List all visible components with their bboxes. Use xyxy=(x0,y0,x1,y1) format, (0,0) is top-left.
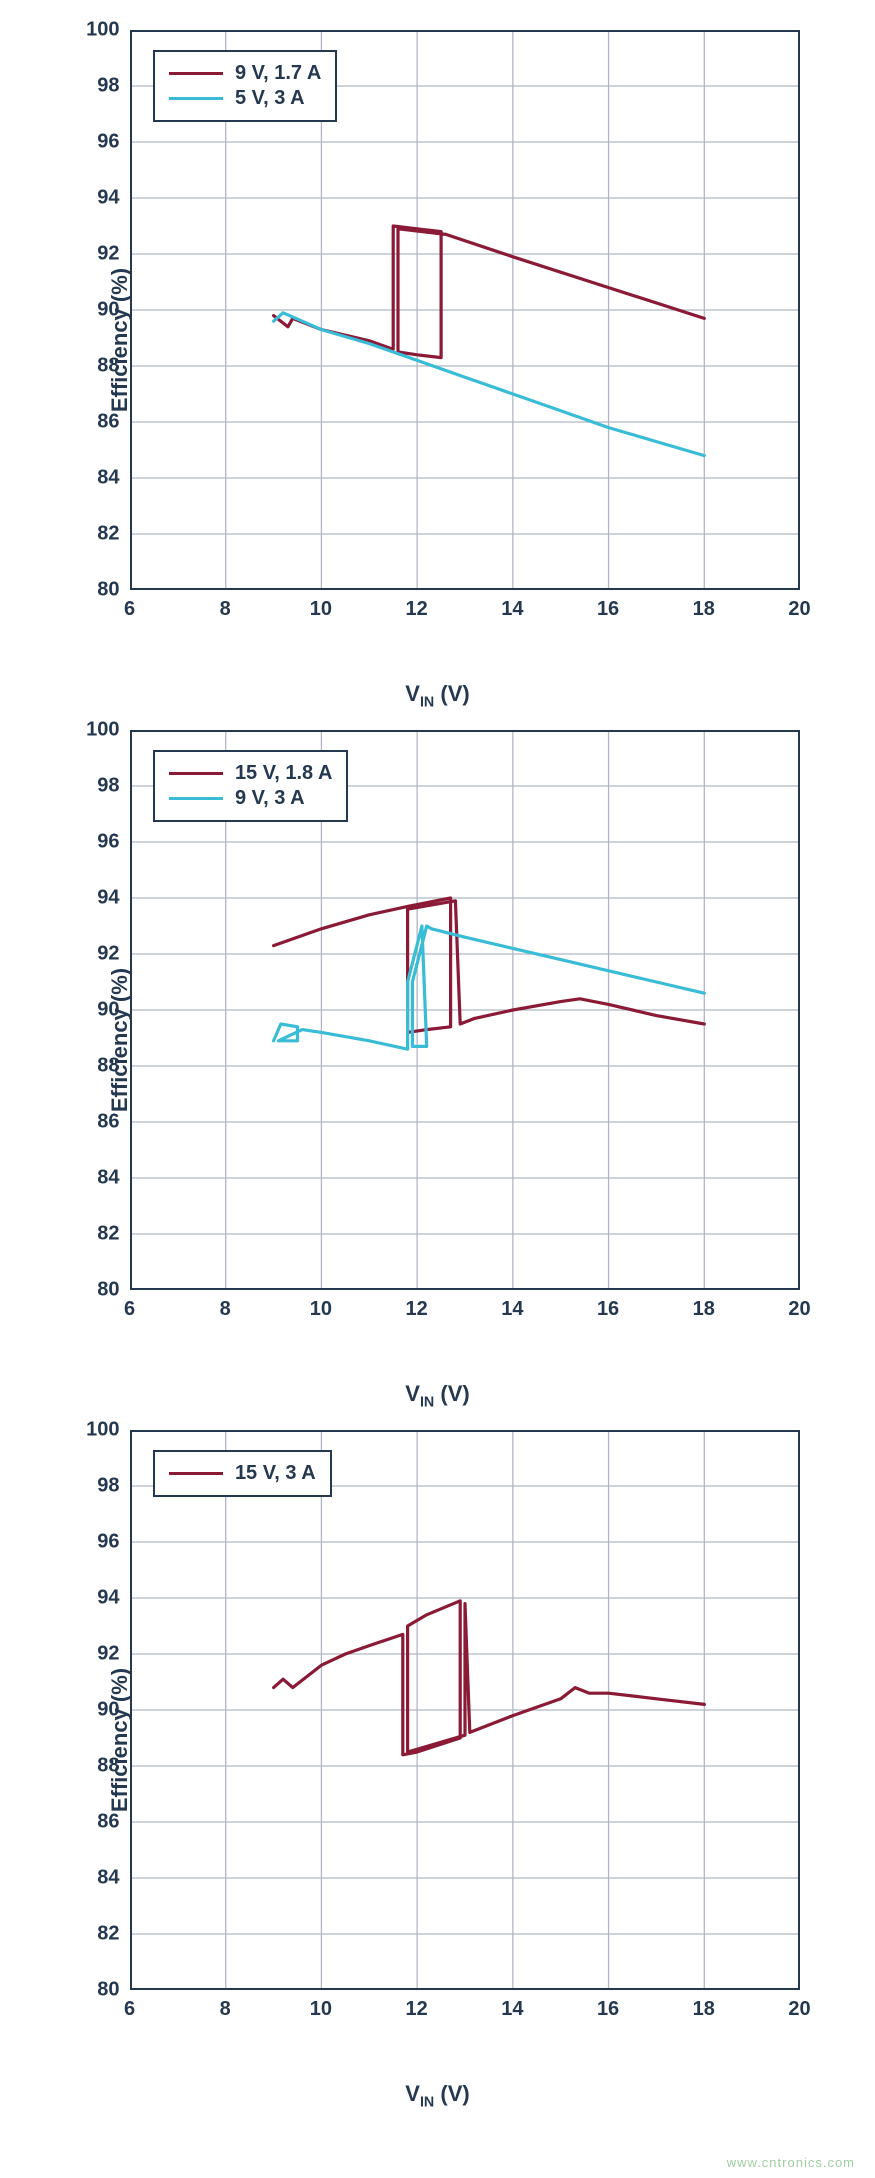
y-tick-label: 82 xyxy=(97,1223,129,1246)
x-tick-label: 10 xyxy=(310,590,332,621)
y-tick-label: 98 xyxy=(97,775,129,798)
y-tick-label: 94 xyxy=(97,1587,129,1610)
x-tick-label: 6 xyxy=(124,1990,135,2021)
y-tick-label: 88 xyxy=(97,1755,129,1778)
chart-panel-0: Efficiency (%)VIN (V)8082848688909294969… xyxy=(58,20,818,660)
y-tick-label: 84 xyxy=(97,467,129,490)
y-tick-label: 86 xyxy=(97,1111,129,1134)
x-tick-label: 20 xyxy=(788,1990,810,2021)
legend-swatch xyxy=(169,72,223,75)
plot-area: 80828486889092949698100681012141618209 V… xyxy=(130,30,800,590)
legend-label: 15 V, 3 A xyxy=(235,1462,316,1485)
x-tick-label: 16 xyxy=(597,1990,619,2021)
y-tick-label: 84 xyxy=(97,1867,129,1890)
x-axis-label: VIN (V) xyxy=(58,2081,818,2110)
x-tick-label: 16 xyxy=(597,1290,619,1321)
legend: 15 V, 1.8 A9 V, 3 A xyxy=(153,750,348,822)
y-tick-label: 94 xyxy=(97,187,129,210)
y-tick-label: 98 xyxy=(97,1475,129,1498)
x-tick-label: 18 xyxy=(693,1990,715,2021)
x-tick-label: 10 xyxy=(310,1990,332,2021)
y-tick-label: 82 xyxy=(97,523,129,546)
y-tick-label: 94 xyxy=(97,887,129,910)
y-tick-label: 90 xyxy=(97,299,129,322)
chart-panel-2: Efficiency (%)VIN (V)8082848688909294969… xyxy=(58,1420,818,2060)
chart-svg xyxy=(130,1430,800,1990)
legend-label: 5 V, 3 A xyxy=(235,87,305,110)
legend-item: 9 V, 3 A xyxy=(169,787,332,810)
legend-item: 9 V, 1.7 A xyxy=(169,62,321,85)
x-axis-label: VIN (V) xyxy=(58,681,818,710)
x-tick-label: 8 xyxy=(220,1990,231,2021)
y-tick-label: 96 xyxy=(97,1531,129,1554)
x-tick-label: 12 xyxy=(406,1990,428,2021)
x-tick-label: 8 xyxy=(220,1290,231,1321)
x-tick-label: 18 xyxy=(693,590,715,621)
y-tick-label: 100 xyxy=(86,1419,129,1442)
x-tick-label: 12 xyxy=(406,590,428,621)
legend-swatch xyxy=(169,772,223,775)
legend-swatch xyxy=(169,97,223,100)
y-tick-label: 92 xyxy=(97,943,129,966)
y-tick-label: 100 xyxy=(86,719,129,742)
x-tick-label: 18 xyxy=(693,1290,715,1321)
x-tick-label: 8 xyxy=(220,590,231,621)
y-tick-label: 86 xyxy=(97,411,129,434)
legend: 15 V, 3 A xyxy=(153,1450,332,1497)
legend-item: 15 V, 1.8 A xyxy=(169,762,332,785)
y-tick-label: 100 xyxy=(86,19,129,42)
legend-swatch xyxy=(169,797,223,800)
legend-label: 15 V, 1.8 A xyxy=(235,762,332,785)
legend-label: 9 V, 3 A xyxy=(235,787,305,810)
legend-item: 5 V, 3 A xyxy=(169,87,321,110)
x-tick-label: 10 xyxy=(310,1290,332,1321)
x-tick-label: 16 xyxy=(597,590,619,621)
y-tick-label: 96 xyxy=(97,131,129,154)
watermark: www.cntronics.com xyxy=(727,2155,855,2170)
legend-label: 9 V, 1.7 A xyxy=(235,62,321,85)
chart-panel-1: Efficiency (%)VIN (V)8082848688909294969… xyxy=(58,720,818,1360)
y-tick-label: 82 xyxy=(97,1923,129,1946)
y-tick-label: 84 xyxy=(97,1167,129,1190)
y-tick-label: 96 xyxy=(97,831,129,854)
y-tick-label: 88 xyxy=(97,355,129,378)
y-tick-label: 88 xyxy=(97,1055,129,1078)
legend-swatch xyxy=(169,1472,223,1475)
x-axis-label: VIN (V) xyxy=(58,1381,818,1410)
y-tick-label: 92 xyxy=(97,1643,129,1666)
x-tick-label: 14 xyxy=(501,590,523,621)
x-tick-label: 20 xyxy=(788,1290,810,1321)
x-tick-label: 12 xyxy=(406,1290,428,1321)
x-tick-label: 6 xyxy=(124,1290,135,1321)
y-tick-label: 86 xyxy=(97,1811,129,1834)
plot-area: 808284868890929496981006810121416182015 … xyxy=(130,730,800,1290)
x-tick-label: 14 xyxy=(501,1990,523,2021)
x-tick-label: 20 xyxy=(788,590,810,621)
x-tick-label: 6 xyxy=(124,590,135,621)
y-tick-label: 90 xyxy=(97,1699,129,1722)
y-tick-label: 90 xyxy=(97,999,129,1022)
legend-item: 15 V, 3 A xyxy=(169,1462,316,1485)
x-tick-label: 14 xyxy=(501,1290,523,1321)
y-tick-label: 98 xyxy=(97,75,129,98)
legend: 9 V, 1.7 A5 V, 3 A xyxy=(153,50,337,122)
plot-area: 808284868890929496981006810121416182015 … xyxy=(130,1430,800,1990)
y-tick-label: 92 xyxy=(97,243,129,266)
